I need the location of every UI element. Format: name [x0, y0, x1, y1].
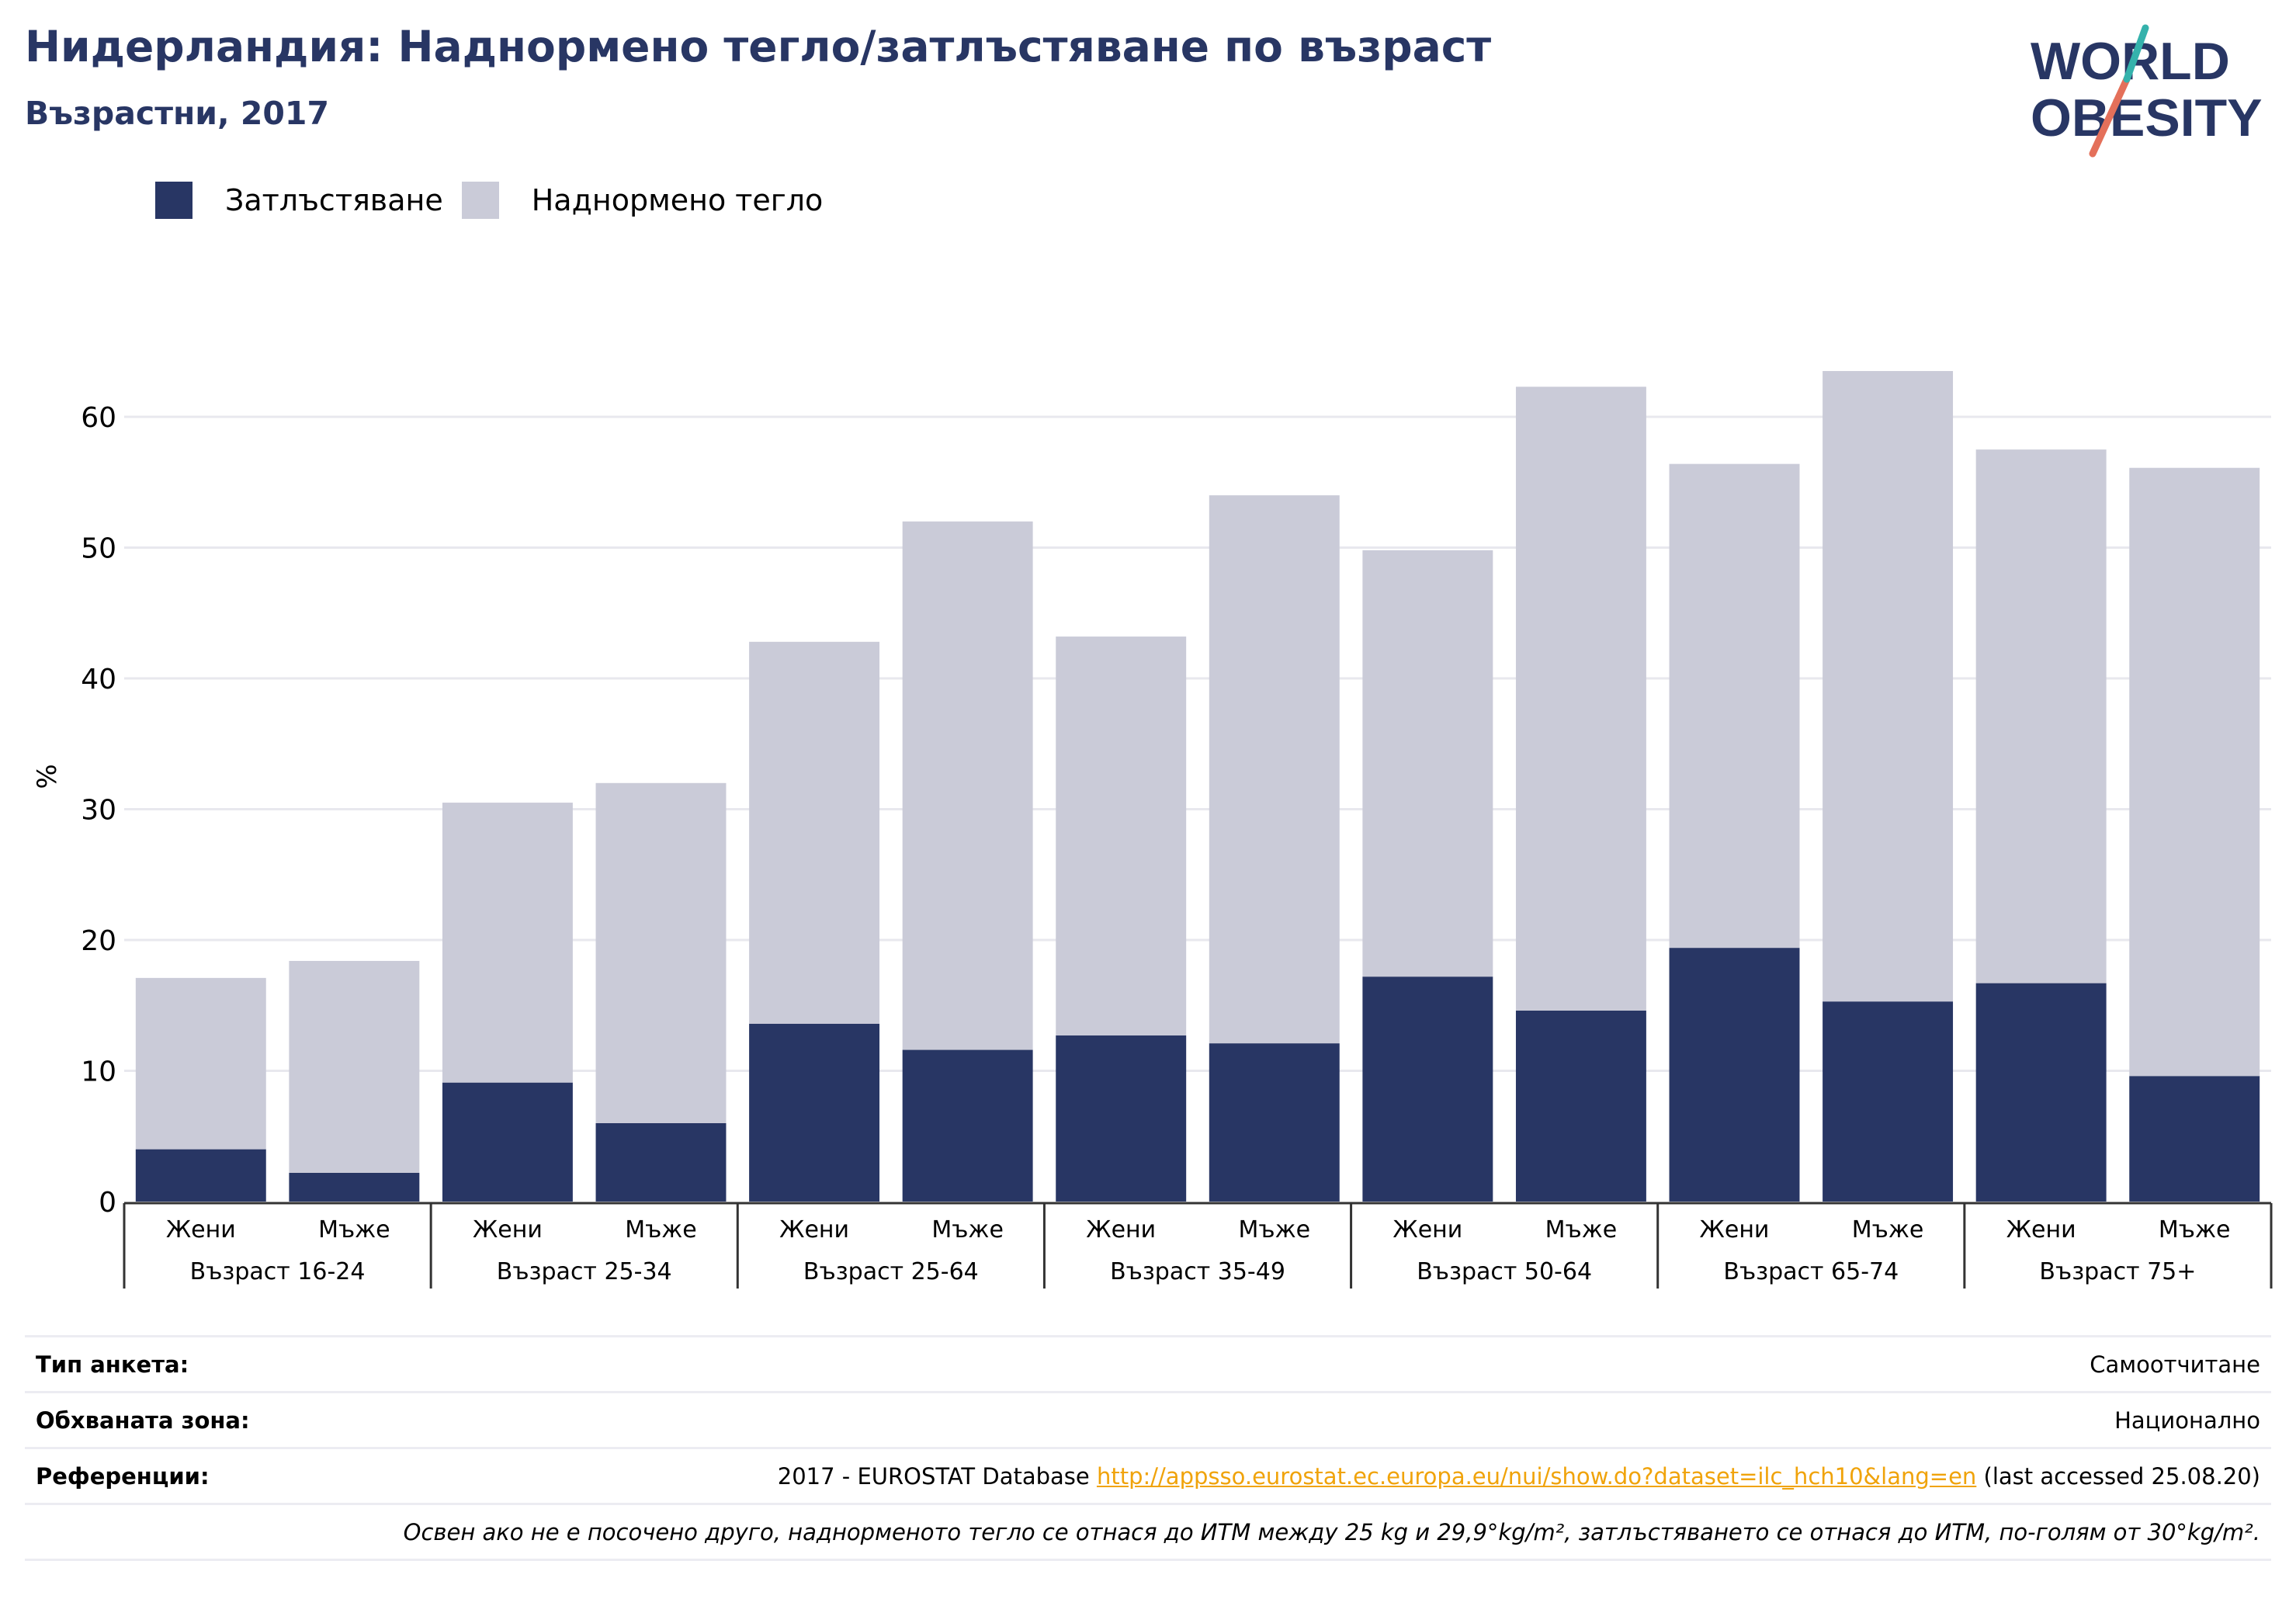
bar-overweight — [1515, 387, 1646, 1011]
x-tick-label: Жени — [1086, 1216, 1156, 1243]
group-label: Възраст 16-24 — [190, 1258, 366, 1285]
bar-overweight — [1209, 495, 1340, 1044]
bar-obesity — [1056, 1035, 1187, 1202]
x-tick-label: Мъже — [1545, 1216, 1618, 1243]
world-obesity-logo: WORLD OBESITY — [2031, 24, 2263, 158]
coverage-label: Обхваната зона: — [36, 1406, 250, 1434]
references-value: 2017 - EUROSTAT Database http://appsso.e… — [778, 1463, 2260, 1490]
legend-label-obesity: Затлъстяване — [225, 183, 443, 217]
group-label: Възраст 35-49 — [1110, 1258, 1285, 1285]
bar-overweight — [1362, 550, 1493, 977]
x-tick-label: Жени — [1393, 1216, 1462, 1243]
references-row: Референции: 2017 - EUROSTAT Database htt… — [25, 1449, 2271, 1505]
coverage-value: Национално — [2114, 1406, 2260, 1434]
bar-overweight — [2129, 467, 2260, 1077]
x-tick-label: Мъже — [931, 1216, 1004, 1243]
coverage-row: Обхваната зона: Национално — [25, 1393, 2271, 1449]
definition-note-row: Освен ако не е посочено друго, наднормен… — [25, 1505, 2271, 1561]
group-label: Възраст 25-34 — [497, 1258, 672, 1285]
x-tick-label: Жени — [2006, 1216, 2076, 1243]
bar-obesity — [1362, 976, 1493, 1202]
bar-obesity — [1515, 1010, 1646, 1202]
group-label: Възраст 25-64 — [803, 1258, 979, 1285]
y-tick-label: 50 — [81, 533, 116, 565]
legend-label-overweight: Наднормено тегло — [531, 183, 824, 217]
group-label: Възраст 75+ — [2039, 1258, 2196, 1285]
legend-item-overweight: Наднормено тегло — [461, 182, 824, 219]
bar-obesity — [1209, 1043, 1340, 1202]
x-tick-label: Мъже — [1852, 1216, 1924, 1243]
survey-type-value: Самоотчитане — [2090, 1351, 2260, 1378]
bar-overweight — [595, 782, 727, 1123]
y-tick-label: 20 — [81, 925, 116, 957]
bar-overweight — [135, 977, 266, 1150]
bar-overweight — [1669, 463, 1800, 949]
bar-overweight — [1823, 371, 1954, 1002]
bar-overweight — [1975, 449, 2107, 983]
logo-line-2: OBESITY — [2031, 88, 2263, 147]
bar-obesity — [1823, 1001, 1954, 1202]
x-tick-label: Мъже — [2159, 1216, 2231, 1243]
chart-subtitle: Възрастни, 2017 — [25, 95, 329, 132]
x-tick-label: Жени — [1700, 1216, 1770, 1243]
survey-type-row: Тип анкета: Самоотчитане — [25, 1337, 2271, 1393]
bar-overweight — [749, 641, 880, 1024]
x-tick-label: Мъже — [625, 1216, 697, 1243]
y-tick-label: 30 — [81, 795, 116, 827]
bar-overweight — [442, 803, 573, 1083]
bar-obesity — [2129, 1076, 2260, 1202]
logo-slash-teal — [2123, 24, 2149, 83]
group-label: Възраст 50-64 — [1417, 1258, 1592, 1285]
bar-overweight — [902, 521, 1033, 1050]
bar-obesity — [135, 1149, 266, 1202]
legend-swatch-overweight — [461, 182, 499, 219]
x-tick-label: Мъже — [1238, 1216, 1310, 1243]
reference-prefix: 2017 - EUROSTAT Database — [777, 1462, 1097, 1490]
bar-overweight — [289, 960, 420, 1173]
y-tick-label: 10 — [81, 1056, 116, 1088]
reference-link[interactable]: http://appsso.eurostat.ec.europa.eu/nui/… — [1096, 1462, 1977, 1490]
y-axis-label: % — [32, 764, 63, 789]
info-table: Тип анкета: Самоотчитане Обхваната зона:… — [25, 1335, 2271, 1561]
x-tick-label: Мъже — [318, 1216, 390, 1243]
survey-type-label: Тип анкета: — [36, 1351, 189, 1378]
bar-obesity — [442, 1082, 573, 1202]
y-tick-label: 40 — [81, 664, 116, 695]
reference-suffix: (last accessed 25.08.20) — [1976, 1462, 2261, 1490]
y-tick-label: 60 — [81, 402, 116, 434]
definition-note: Освен ако не е посочено друго, наднормен… — [403, 1518, 2260, 1545]
x-tick-label: Жени — [166, 1216, 236, 1243]
legend-swatch-obesity — [155, 182, 192, 219]
bar-overweight — [1056, 636, 1187, 1036]
logo-slash-coral — [2089, 75, 2131, 158]
chart-title: Нидерландия: Наднормено тегло/затлъстява… — [25, 22, 1492, 71]
y-tick-label: 0 — [99, 1187, 116, 1219]
stacked-bar-chart: 0 10 20 30 40 50 60% Жени Мъже Жени Мъже Жени Мъже Же… — [32, 371, 2273, 1289]
bar-obesity — [1669, 948, 1800, 1202]
x-tick-label: Жени — [473, 1216, 543, 1243]
bar-obesity — [749, 1023, 880, 1202]
bar-obesity — [1975, 983, 2107, 1202]
bar-obesity — [595, 1122, 727, 1202]
references-label: Референции: — [36, 1462, 210, 1490]
x-tick-label: Жени — [779, 1216, 849, 1243]
bar-obesity — [902, 1049, 1033, 1202]
group-label: Възраст 65-74 — [1723, 1258, 1899, 1285]
legend-item-obesity: Затлъстяване — [155, 182, 443, 219]
legend: Затлъстяване Наднормено тегло — [155, 179, 841, 222]
bar-obesity — [289, 1172, 420, 1202]
